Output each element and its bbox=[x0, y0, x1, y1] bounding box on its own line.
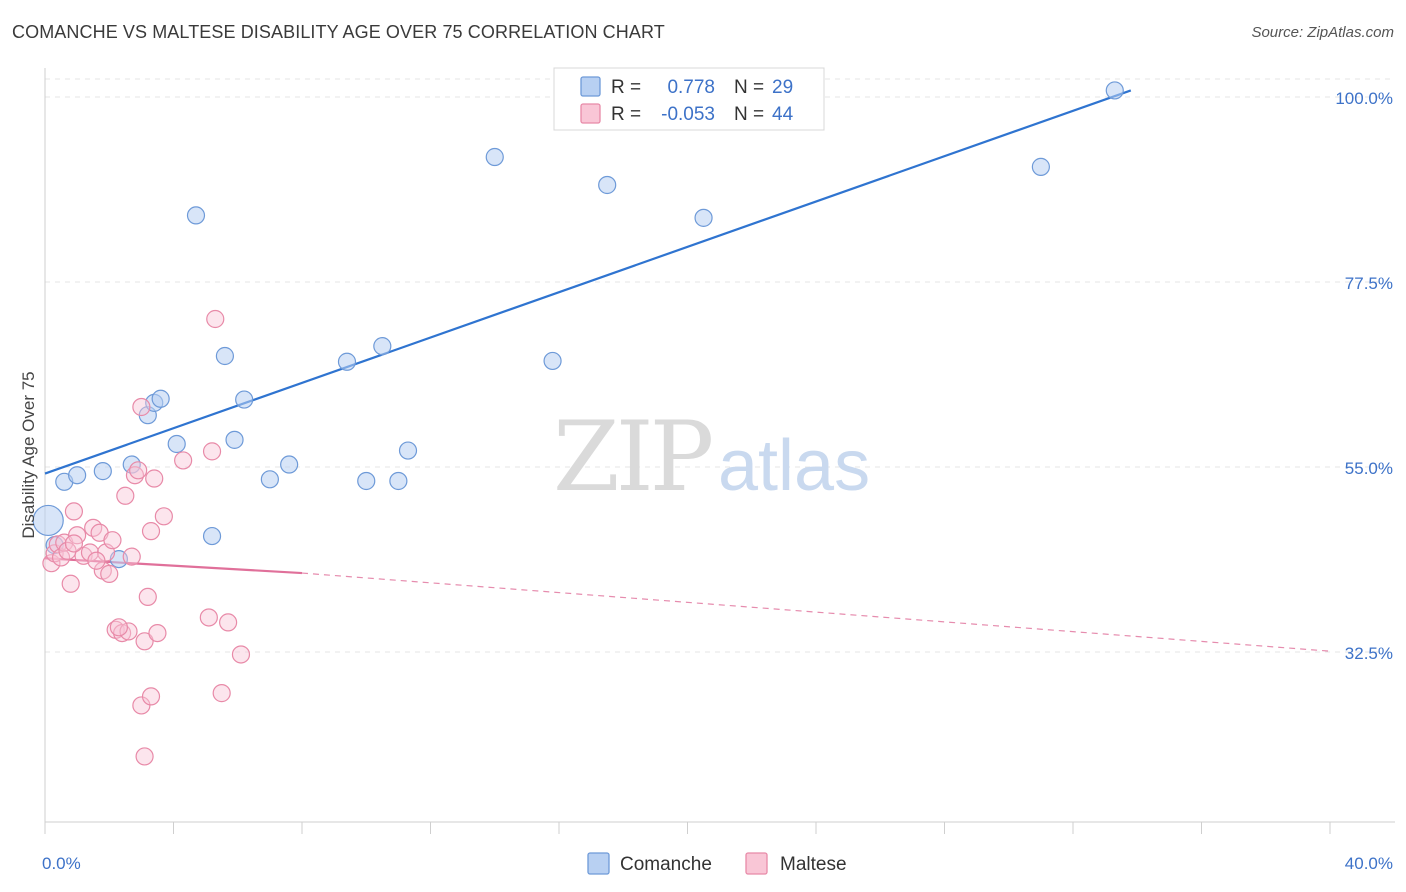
comanche-point bbox=[398, 441, 418, 460]
chart-title: COMANCHE VS MALTESE DISABILITY AGE OVER … bbox=[12, 22, 665, 42]
maltese-point bbox=[135, 747, 154, 766]
trend-line-maltese-dashed bbox=[301, 572, 1331, 652]
maltese-point bbox=[119, 622, 138, 641]
maltese-point bbox=[87, 551, 106, 570]
axes bbox=[44, 68, 1395, 834]
legend-r-label-maltese: R = bbox=[611, 104, 641, 125]
correlation-legend: R = 0.778 N = 29 R = -0.053 N = 44 bbox=[553, 67, 825, 131]
maltese-point bbox=[61, 574, 80, 593]
legend-r-value-maltese: -0.053 bbox=[661, 104, 715, 125]
maltese-point bbox=[64, 534, 84, 553]
bottom-legend-swatch-maltese bbox=[745, 852, 768, 875]
maltese-point bbox=[42, 554, 61, 573]
maltese-point bbox=[64, 502, 84, 521]
comanche-point bbox=[373, 337, 392, 356]
trend-lines bbox=[44, 89, 1331, 652]
x-tick-label-max: 40.0% bbox=[1345, 854, 1393, 873]
comanche-point bbox=[167, 434, 186, 454]
maltese-point bbox=[148, 623, 167, 643]
legend-r-value-comanche: 0.778 bbox=[667, 77, 715, 98]
comanche-point bbox=[1105, 81, 1124, 100]
legend-n-label-comanche: N = bbox=[734, 77, 764, 98]
comanche-point bbox=[485, 147, 504, 167]
y-tick-label: 100.0% bbox=[1335, 89, 1393, 108]
x-tick-label-min: 0.0% bbox=[42, 854, 81, 873]
maltese-point bbox=[199, 608, 218, 627]
watermark-zip: ZIP bbox=[553, 401, 712, 513]
source-label: Source: ZipAtlas.com bbox=[1251, 24, 1394, 41]
comanche-point bbox=[202, 526, 222, 546]
y-tick-label: 32.5% bbox=[1345, 644, 1393, 663]
maltese-point bbox=[135, 632, 154, 651]
comanche-point bbox=[93, 462, 112, 481]
maltese-point bbox=[122, 547, 141, 566]
maltese-point bbox=[219, 613, 238, 632]
data-points bbox=[32, 81, 1124, 766]
legend-r-label-comanche: R = bbox=[611, 77, 641, 98]
legend-swatch-comanche bbox=[580, 76, 601, 97]
comanche-point bbox=[1031, 157, 1050, 176]
grid-lines bbox=[45, 78, 1395, 653]
legend-n-value-comanche: 29 bbox=[772, 77, 793, 98]
maltese-point bbox=[109, 618, 128, 637]
maltese-point bbox=[129, 461, 148, 480]
bottom-legend-label-comanche: Comanche bbox=[620, 854, 712, 875]
maltese-point bbox=[174, 451, 193, 470]
maltese-point bbox=[125, 466, 145, 485]
comanche-point bbox=[235, 390, 254, 409]
legend-n-label-maltese: N = bbox=[734, 104, 764, 125]
legend-n-value-maltese: 44 bbox=[772, 104, 794, 125]
comanche-point bbox=[694, 208, 713, 227]
y-axis-label: Disability Age Over 75 bbox=[19, 371, 38, 538]
comanche-point bbox=[280, 455, 299, 474]
maltese-point bbox=[154, 507, 173, 526]
bottom-legend-swatch-comanche bbox=[587, 852, 610, 875]
maltese-point bbox=[138, 587, 157, 607]
y-tick-label: 77.5% bbox=[1345, 274, 1393, 293]
tick-labels: 32.5% 55.0% 77.5% 100.0% 0.0% 40.0% bbox=[42, 89, 1393, 873]
maltese-point bbox=[231, 645, 251, 664]
maltese-point bbox=[51, 548, 71, 567]
bottom-legend-label-maltese: Maltese bbox=[780, 854, 847, 875]
maltese-point bbox=[141, 687, 161, 706]
comanche-point bbox=[598, 175, 617, 195]
maltese-point bbox=[116, 486, 135, 505]
comanche-point bbox=[225, 430, 244, 449]
watermark: ZIP atlas bbox=[553, 401, 870, 513]
comanche-point bbox=[32, 504, 64, 537]
comanche-point bbox=[357, 471, 376, 491]
y-tick-label: 55.0% bbox=[1345, 459, 1393, 478]
maltese-point bbox=[202, 442, 222, 461]
comanche-point bbox=[151, 389, 170, 408]
maltese-point bbox=[100, 564, 119, 583]
comanche-point bbox=[186, 206, 206, 225]
watermark-atlas: atlas bbox=[718, 426, 870, 506]
comanche-point bbox=[337, 352, 357, 371]
maltese-point bbox=[141, 522, 161, 541]
maltese-point bbox=[103, 531, 122, 550]
comanche-point bbox=[543, 351, 562, 371]
comanche-point bbox=[215, 346, 234, 366]
maltese-point bbox=[132, 696, 151, 715]
maltese-point bbox=[206, 309, 225, 329]
maltese-point bbox=[145, 469, 164, 488]
maltese-point bbox=[112, 623, 132, 643]
trend-line-comanche bbox=[44, 89, 1132, 475]
maltese-point bbox=[212, 684, 231, 703]
comanche-point bbox=[389, 471, 408, 491]
legend-swatch-maltese bbox=[580, 103, 601, 124]
comanche-point bbox=[260, 470, 279, 489]
maltese-point bbox=[132, 397, 151, 417]
comanche-point bbox=[68, 466, 87, 485]
series-legend: Comanche Maltese bbox=[587, 852, 847, 875]
